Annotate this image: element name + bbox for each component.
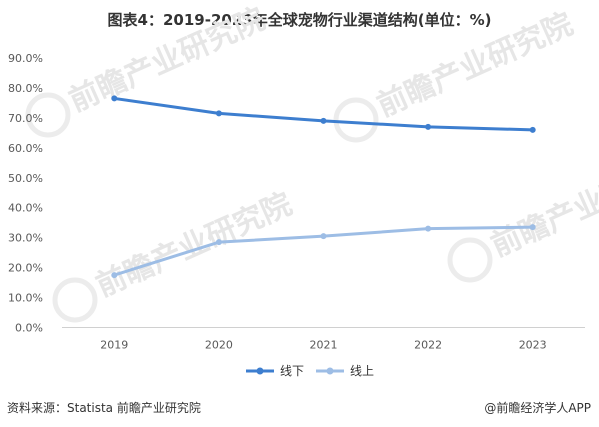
legend-swatch-marker (256, 367, 264, 375)
data-point (111, 95, 118, 102)
watermark-text: 前瞻产业研究院 (486, 147, 599, 264)
y-tick-label: 0.0% (15, 322, 43, 335)
chart-title: 图表4：2019-2023年全球宠物行业渠道结构(单位：%) (107, 11, 492, 29)
series-layer (111, 95, 536, 279)
x-tick-label: 2023 (519, 339, 547, 352)
data-point (320, 233, 327, 240)
y-tick-label: 30.0% (8, 232, 43, 245)
data-point (111, 272, 118, 279)
legend: 线下 线上 (246, 364, 374, 378)
watermark-text: 前瞻产业研究院 (372, 7, 578, 124)
legend-label: 线下 (280, 364, 304, 378)
y-tick-label: 20.0% (8, 262, 43, 275)
data-point (215, 239, 222, 246)
brand-credit: @前瞻经济学人APP (484, 401, 591, 415)
watermark-text: 前瞻产业研究院 (64, 2, 270, 119)
source-note: 资料来源：Statista 前瞻产业研究院 (7, 401, 201, 415)
data-point (320, 117, 327, 124)
data-point (529, 224, 536, 231)
x-tick-labels: 2019 2020 2021 2022 2023 (100, 339, 546, 352)
y-tick-label: 90.0% (8, 52, 43, 65)
watermark-logo (447, 237, 493, 283)
y-tick-label: 10.0% (8, 292, 43, 305)
legend-label: 线上 (350, 364, 374, 378)
data-point (529, 126, 536, 133)
data-point (425, 225, 432, 232)
y-tick-labels: 0.0% 10.0% 20.0% 30.0% 40.0% 50.0% 60.0% 70.0% 8… (8, 52, 43, 335)
y-tick-label: 40.0% (8, 202, 43, 215)
y-tick-label: 70.0% (8, 112, 43, 125)
x-tick-label: 2019 (100, 339, 128, 352)
y-tick-label: 80.0% (8, 82, 43, 95)
x-tick-label: 2020 (205, 339, 233, 352)
y-tick-label: 50.0% (8, 172, 43, 185)
x-tick-label: 2021 (310, 339, 338, 352)
watermark-text: 前瞻产业研究院 (91, 187, 297, 304)
watermark-logo (25, 92, 71, 138)
legend-swatch-marker (326, 367, 334, 375)
watermark-logo (333, 97, 379, 143)
x-tick-label: 2022 (414, 339, 442, 352)
watermark-logo (52, 277, 98, 323)
y-tick-label: 60.0% (8, 142, 43, 155)
series-line (114, 96, 533, 132)
data-point (215, 110, 222, 117)
data-point (425, 123, 432, 130)
